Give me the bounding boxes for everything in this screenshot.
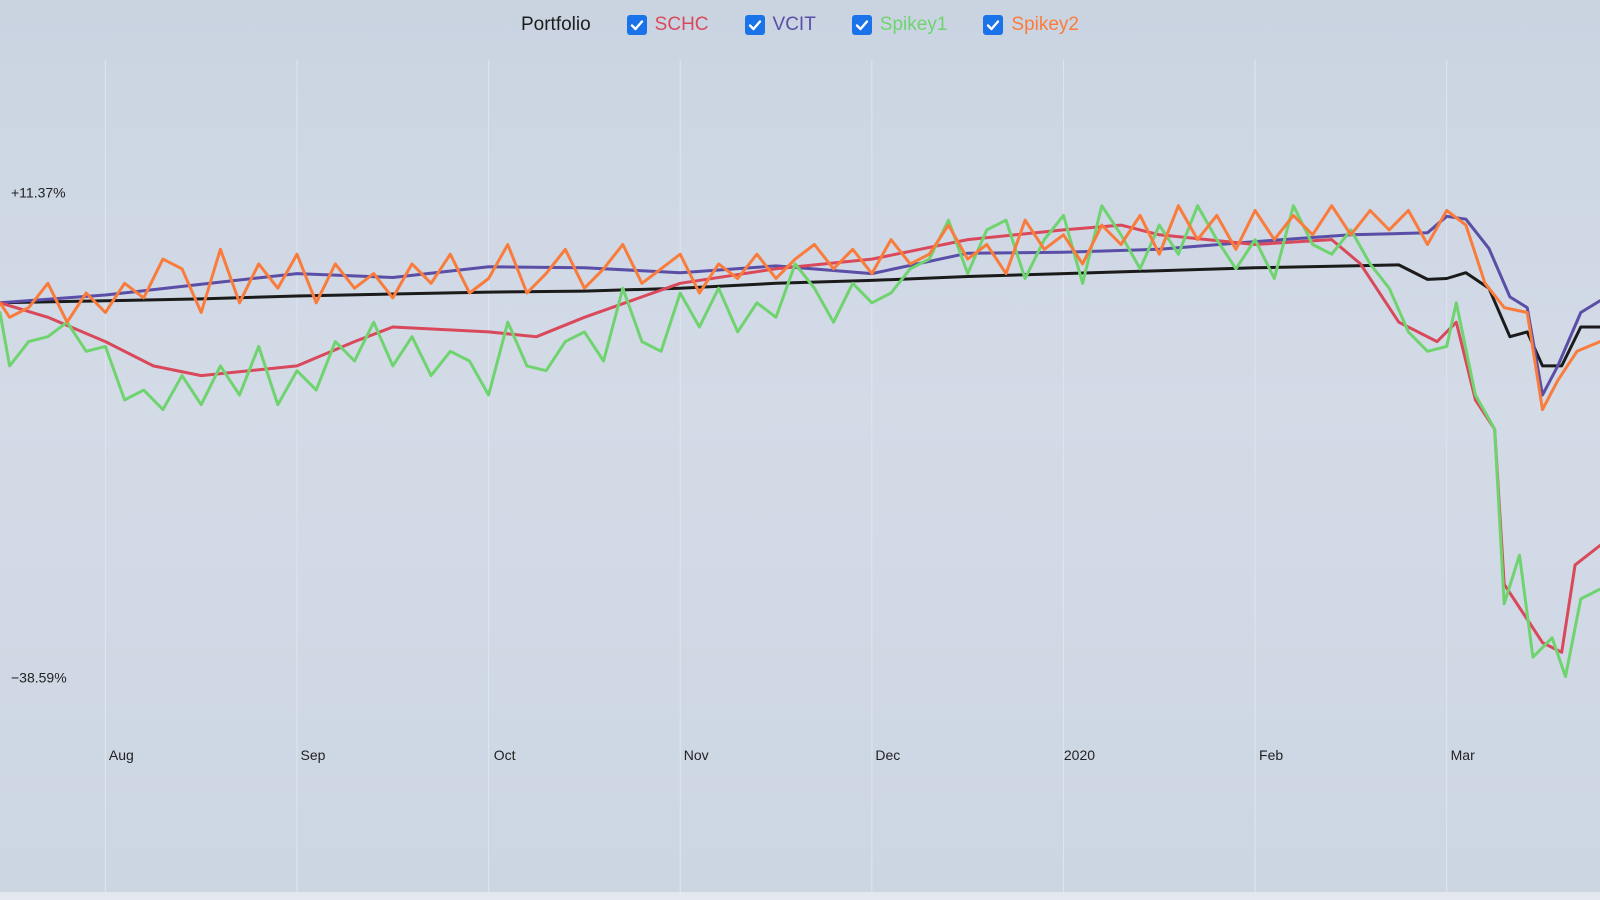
legend-label-spikey2: Spikey2 — [1011, 14, 1080, 35]
series-line-vcit[interactable] — [0, 214, 1600, 397]
legend-item-portfolio[interactable]: Portfolio — [521, 14, 591, 36]
chart-grid — [104, 60, 1448, 900]
scrollbar-track[interactable] — [0, 892, 1600, 900]
chart-legend: Portfolio SCHC VCIT Spikey1 Spikey2 — [0, 14, 1600, 36]
checkbox-checked-icon[interactable] — [983, 15, 1004, 35]
x-tick-label: 2020 — [1064, 747, 1095, 763]
x-tick-label: Nov — [684, 747, 709, 763]
x-tick-label: Aug — [109, 747, 134, 763]
legend-item-spikey1[interactable]: Spikey1 — [851, 14, 948, 36]
x-tick-label: Oct — [494, 747, 516, 763]
legend-label-schc: SCHC — [654, 14, 709, 35]
y-tick-label: −38.59% — [11, 669, 67, 685]
checkbox-checked-icon[interactable] — [626, 15, 647, 35]
legend-label-vcit: VCIT — [772, 14, 816, 35]
series-line-spikey1[interactable] — [0, 204, 1600, 679]
legend-item-spikey2[interactable]: Spikey2 — [983, 14, 1079, 36]
legend-label-spikey1: Spikey1 — [879, 14, 948, 35]
x-tick-label: Mar — [1451, 747, 1475, 763]
checkbox-checked-icon[interactable] — [744, 15, 765, 35]
chart-series — [0, 204, 1600, 679]
series-line-spikey2[interactable] — [0, 204, 1600, 412]
y-tick-label: +11.37% — [11, 184, 66, 200]
x-tick-label: Sep — [301, 747, 326, 763]
series-line-portfolio[interactable] — [0, 263, 1600, 368]
legend-item-schc[interactable]: SCHC — [626, 14, 709, 36]
y-axis-labels: +11.37% −38.59% — [11, 184, 67, 685]
x-axis-labels: Aug Sep Oct Nov Dec 2020 Feb Mar — [109, 747, 1475, 763]
x-tick-label: Feb — [1259, 747, 1283, 763]
series-line-schc[interactable] — [0, 223, 1600, 654]
legend-title: Portfolio — [520, 14, 591, 35]
x-tick-label: Dec — [875, 747, 900, 763]
legend-item-vcit[interactable]: VCIT — [744, 14, 816, 36]
checkbox-checked-icon[interactable] — [851, 15, 872, 35]
